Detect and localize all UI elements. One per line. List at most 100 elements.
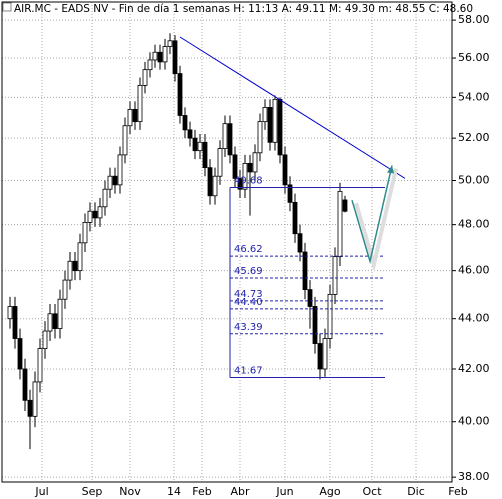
x-tick-label: Jul: [34, 485, 48, 498]
y-tick-label: 54.00: [458, 90, 490, 103]
candle-body: [197, 141, 203, 152]
x-tick-label: Dic: [407, 485, 425, 498]
level-label: 41.67: [234, 366, 263, 377]
candle-body: [12, 306, 18, 339]
x-tick-label: 14: [167, 485, 181, 498]
candle-body: [312, 306, 318, 344]
plot-frame: [1, 1, 453, 483]
candle-body: [167, 40, 173, 47]
candle-body: [87, 210, 93, 223]
candle-body: [237, 177, 243, 190]
candle-body: [77, 242, 83, 272]
x-tick-label: Feb: [192, 485, 211, 498]
candle-body: [22, 368, 28, 401]
candle-body: [57, 298, 63, 329]
candle-body: [252, 152, 258, 173]
candle-body: [202, 141, 208, 169]
projection: [351, 165, 393, 265]
candle-body: [97, 206, 103, 219]
candle-body: [142, 69, 148, 86]
candle-body: [37, 348, 43, 383]
candle-body: [262, 107, 268, 123]
candle-body: [287, 184, 293, 203]
candle-body: [337, 190, 343, 258]
level-label: 46.62: [234, 244, 263, 255]
x-tick-label: Abr: [230, 485, 250, 498]
candle-body: [212, 175, 218, 197]
candle-body: [297, 233, 303, 253]
candle-body: [272, 98, 278, 143]
candle-body: [42, 330, 48, 349]
y-tick-label: 48.00: [458, 218, 490, 231]
candle-body: [292, 201, 298, 235]
candle-body: [92, 210, 98, 219]
x-tick-label: Oct: [362, 485, 382, 498]
candle-body: [152, 51, 158, 61]
candle-body: [302, 251, 308, 291]
level-label: 44.73: [234, 289, 263, 300]
x-tick-label: Jun: [275, 485, 293, 498]
candle-body: [137, 85, 143, 123]
y-tick-label: 38.00: [458, 470, 490, 483]
candle-body: [227, 123, 233, 156]
candle-body: [172, 40, 178, 74]
chart-title: AIR.MC - EADS NV - Fin de día 1 semanas …: [14, 3, 473, 15]
icon: [2, 2, 12, 12]
y-tick-label: 50.00: [458, 174, 490, 187]
x-tick-label: Nov: [119, 485, 141, 498]
y-tick-label: 46.00: [458, 264, 490, 277]
candle-body: [67, 260, 73, 281]
candle-body: [242, 162, 248, 190]
projection-arrowhead: [387, 165, 394, 174]
candle-body: [162, 46, 168, 63]
level-label: 43.39: [234, 322, 263, 333]
candle-body: [122, 125, 128, 156]
candle-body: [257, 121, 263, 154]
projection-shadow: [354, 168, 398, 273]
candle-body: [182, 115, 188, 131]
candle-body: [112, 175, 118, 186]
candle-body: [32, 381, 38, 417]
candle-body: [102, 188, 108, 208]
trendline: [179, 36, 406, 179]
x-tick-label: Feb: [448, 485, 467, 498]
level-label: 44.40: [234, 297, 263, 308]
candle-body: [52, 313, 58, 329]
candle-body: [72, 260, 78, 272]
candle-body: [147, 59, 153, 71]
candle-body: [282, 154, 288, 186]
candle-body: [267, 107, 273, 143]
candle-body: [27, 399, 33, 417]
candle-body: [207, 167, 213, 197]
candle-body: [327, 294, 333, 339]
x-tick-label: Sep: [82, 485, 103, 498]
x-tick-label: Ago: [319, 485, 341, 498]
candle-body: [192, 137, 198, 152]
candle-body: [157, 51, 163, 63]
candle-body: [232, 154, 238, 179]
level-label: 49.68: [234, 175, 263, 186]
candle-body: [307, 289, 313, 307]
candle-body: [117, 154, 123, 186]
candle-body: [317, 343, 323, 370]
y-tick-label: 42.00: [458, 362, 490, 375]
y-tick-label: 56.00: [458, 51, 490, 64]
candle-body: [247, 162, 253, 173]
candle-body: [332, 256, 338, 295]
candle-body: [342, 199, 348, 212]
candle-body: [17, 338, 23, 370]
y-tick-label: 40.00: [458, 415, 490, 428]
candle-body: [47, 313, 53, 332]
candle-body: [222, 123, 228, 149]
candle-body: [107, 175, 113, 190]
y-tick-label: 52.00: [458, 131, 490, 144]
candle-body: [132, 109, 138, 123]
level-label: 45.69: [234, 266, 263, 277]
candle-body: [177, 73, 183, 116]
candle-body: [277, 98, 283, 156]
y-tick-label: 44.00: [458, 312, 490, 325]
y-tick-label: 58.00: [458, 13, 490, 26]
candle-body: [127, 109, 133, 127]
